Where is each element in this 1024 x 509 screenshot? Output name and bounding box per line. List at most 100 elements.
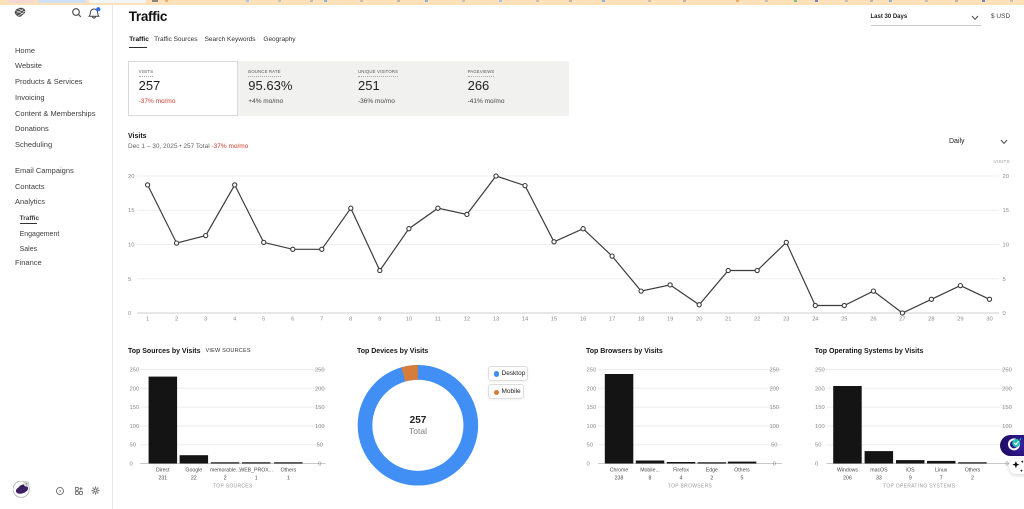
svg-text:memorable...: memorable... — [210, 468, 240, 474]
svg-text:18: 18 — [638, 317, 644, 323]
svg-text:206: 206 — [843, 476, 852, 482]
svg-text:9: 9 — [378, 317, 381, 323]
svg-text:6: 6 — [291, 317, 294, 323]
svg-text:7: 7 — [940, 476, 943, 482]
svg-text:22: 22 — [754, 317, 760, 323]
svg-text:0: 0 — [318, 462, 321, 468]
svg-text:250: 250 — [587, 368, 597, 374]
svg-text:8: 8 — [649, 476, 652, 482]
svg-text:150: 150 — [130, 405, 140, 411]
svg-text:8: 8 — [349, 317, 352, 323]
svg-text:Edge: Edge — [706, 468, 718, 474]
svg-text:10: 10 — [1003, 243, 1009, 249]
svg-text:Direct: Direct — [156, 468, 170, 474]
svg-text:0: 0 — [587, 462, 590, 468]
svg-text:22: 22 — [191, 476, 197, 482]
svg-text:Others: Others — [965, 468, 981, 474]
svg-text:1: 1 — [255, 476, 258, 482]
svg-text:1: 1 — [146, 317, 149, 323]
svg-text:5: 5 — [1003, 277, 1006, 283]
svg-text:1: 1 — [287, 476, 290, 482]
svg-text:100: 100 — [1002, 424, 1012, 430]
svg-text:250: 250 — [130, 368, 140, 374]
svg-text:200: 200 — [1002, 386, 1012, 392]
svg-text:27: 27 — [899, 317, 905, 323]
svg-text:150: 150 — [315, 405, 325, 411]
svg-text:3: 3 — [204, 317, 207, 323]
svg-text:100: 100 — [815, 424, 825, 430]
svg-text:Google: Google — [185, 468, 202, 474]
svg-text:50: 50 — [587, 443, 593, 449]
svg-text:2: 2 — [175, 317, 178, 323]
svg-text:5: 5 — [262, 317, 265, 323]
svg-text:10: 10 — [128, 243, 134, 249]
svg-text:Linux: Linux — [935, 468, 948, 474]
svg-text:100: 100 — [769, 424, 779, 430]
svg-text:0: 0 — [128, 311, 131, 317]
svg-text:Mobile...: Mobile... — [640, 468, 660, 474]
svg-text:5: 5 — [741, 476, 744, 482]
svg-text:23: 23 — [783, 317, 789, 323]
svg-text:150: 150 — [587, 405, 597, 411]
svg-text:WEB_PROX...: WEB_PROX... — [239, 468, 273, 474]
svg-text:14: 14 — [522, 317, 529, 323]
svg-text:macOS: macOS — [870, 468, 888, 474]
svg-text:Firefox: Firefox — [673, 468, 689, 474]
svg-text:2: 2 — [971, 476, 974, 482]
svg-text:238: 238 — [615, 476, 624, 482]
svg-text:7: 7 — [320, 317, 323, 323]
svg-text:150: 150 — [815, 405, 825, 411]
svg-text:17: 17 — [609, 317, 615, 323]
svg-text:30: 30 — [986, 317, 992, 323]
svg-text:200: 200 — [587, 386, 597, 392]
svg-text:11: 11 — [435, 317, 441, 323]
svg-text:VISITS: VISITS — [994, 159, 1010, 164]
svg-text:200: 200 — [315, 386, 325, 392]
svg-text:0: 0 — [1003, 311, 1006, 317]
svg-text:29: 29 — [957, 317, 963, 323]
svg-text:20: 20 — [128, 174, 134, 180]
svg-text:24: 24 — [812, 317, 819, 323]
svg-text:231: 231 — [158, 476, 167, 482]
svg-text:250: 250 — [815, 368, 825, 374]
svg-text:2: 2 — [224, 476, 227, 482]
svg-text:TOP BROWSERS: TOP BROWSERS — [668, 484, 713, 490]
svg-text:5: 5 — [128, 277, 131, 283]
svg-text:200: 200 — [769, 386, 779, 392]
svg-text:?: ? — [59, 489, 62, 495]
svg-text:26: 26 — [870, 317, 876, 323]
svg-text:100: 100 — [315, 424, 325, 430]
svg-text:50: 50 — [317, 443, 323, 449]
svg-text:0: 0 — [130, 462, 133, 468]
svg-text:TOP OPERATING SYSTEMS: TOP OPERATING SYSTEMS — [883, 484, 956, 490]
svg-text:Others: Others — [734, 468, 750, 474]
svg-text:Others: Others — [281, 468, 297, 474]
svg-text:9: 9 — [909, 476, 912, 482]
svg-text:50: 50 — [815, 443, 821, 449]
svg-text:15: 15 — [551, 317, 557, 323]
svg-text:20: 20 — [1003, 174, 1009, 180]
svg-text:33: 33 — [876, 476, 882, 482]
svg-text:28: 28 — [928, 317, 934, 323]
svg-text:10: 10 — [406, 317, 412, 323]
svg-text:16: 16 — [580, 317, 586, 323]
svg-text:12: 12 — [464, 317, 470, 323]
svg-text:250: 250 — [315, 368, 325, 374]
svg-text:250: 250 — [1002, 368, 1012, 374]
svg-text:200: 200 — [130, 386, 140, 392]
svg-text:13: 13 — [493, 317, 499, 323]
svg-text:50: 50 — [130, 443, 136, 449]
svg-text:20: 20 — [696, 317, 702, 323]
svg-text:Windows: Windows — [837, 468, 858, 474]
svg-text:100: 100 — [587, 424, 597, 430]
svg-text:21: 21 — [725, 317, 731, 323]
svg-text:50: 50 — [771, 443, 777, 449]
svg-text:150: 150 — [1002, 405, 1012, 411]
svg-text:200: 200 — [815, 386, 825, 392]
svg-text:2: 2 — [710, 476, 713, 482]
svg-text:150: 150 — [769, 405, 779, 411]
svg-text:19: 19 — [667, 317, 673, 323]
svg-text:15: 15 — [1003, 208, 1009, 214]
svg-text:4: 4 — [233, 317, 237, 323]
svg-text:0: 0 — [1005, 462, 1008, 468]
